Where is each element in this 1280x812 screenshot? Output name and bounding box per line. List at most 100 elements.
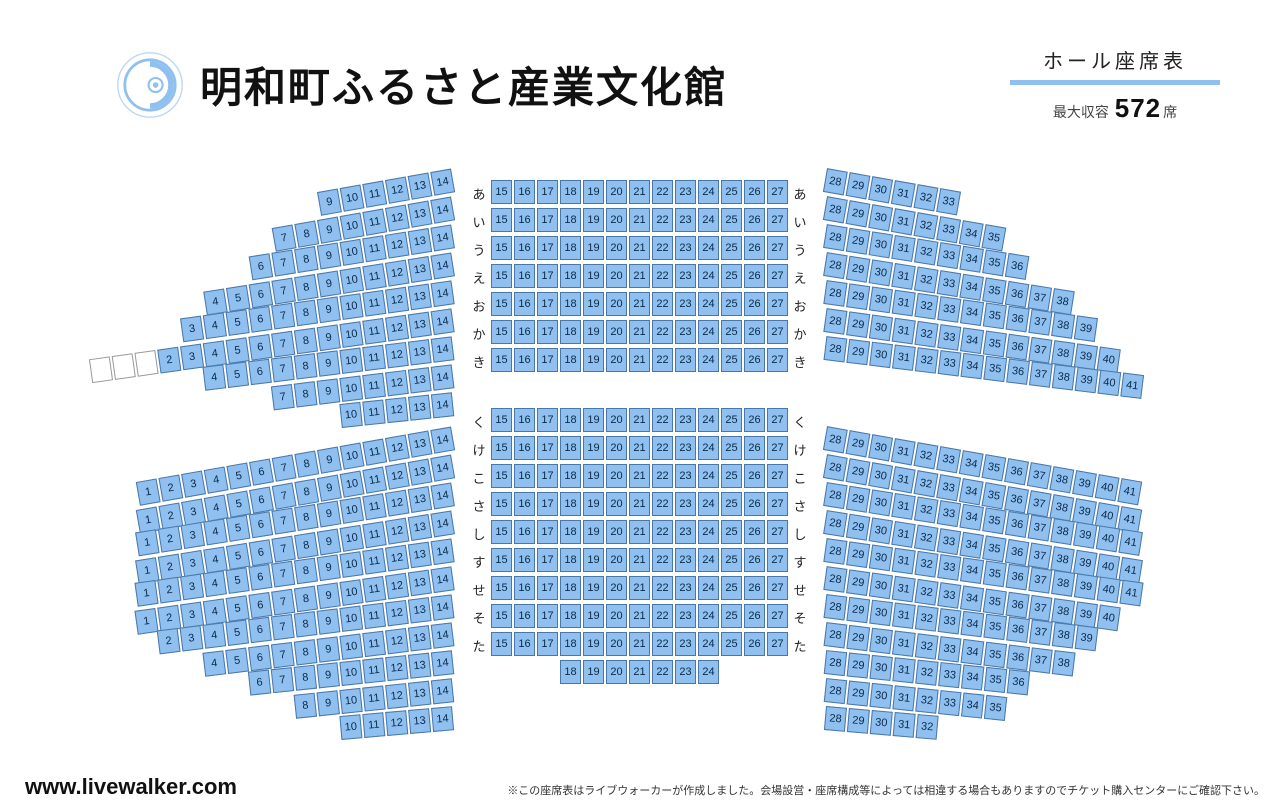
seat: 13 xyxy=(408,173,433,200)
seat: 22 xyxy=(652,520,673,544)
seat: 3 xyxy=(181,522,205,549)
seat: 14 xyxy=(431,594,455,620)
seat: 30 xyxy=(868,176,893,203)
seat: 11 xyxy=(362,685,385,711)
seat: 29 xyxy=(846,172,871,199)
seat: 37 xyxy=(1027,490,1052,517)
seat: 19 xyxy=(583,292,604,316)
seat: 8 xyxy=(294,381,318,407)
seat: 15 xyxy=(491,408,512,432)
seat: 12 xyxy=(385,435,410,462)
seat: 22 xyxy=(652,660,673,684)
seat: 23 xyxy=(675,236,696,260)
seat: 28 xyxy=(823,426,848,453)
seat: 23 xyxy=(675,292,696,316)
row-label: し xyxy=(792,524,808,543)
seat: 23 xyxy=(675,408,696,432)
seat: 16 xyxy=(514,292,535,316)
seat: 9 xyxy=(317,242,341,269)
seat: 37 xyxy=(1028,543,1052,570)
seat: 30 xyxy=(869,259,893,286)
seat: 21 xyxy=(629,604,650,628)
seat: 15 xyxy=(491,576,512,600)
seat: 34 xyxy=(959,220,984,247)
seat: 19 xyxy=(583,604,604,628)
seat: 6 xyxy=(248,334,272,361)
seat: 39 xyxy=(1075,367,1099,393)
seat: 7 xyxy=(272,224,297,251)
seat: 20 xyxy=(606,436,627,460)
seat: 33 xyxy=(937,296,961,323)
seat: 11 xyxy=(362,318,386,345)
seat: 5 xyxy=(226,285,250,312)
seat-blank xyxy=(112,353,136,380)
seat: 17 xyxy=(537,520,558,544)
seat: 30 xyxy=(869,342,893,368)
seat: 28 xyxy=(824,650,847,676)
seat: 15 xyxy=(491,632,512,656)
seat: 31 xyxy=(891,466,916,493)
seat: 5 xyxy=(225,362,249,388)
seat: 20 xyxy=(606,576,627,600)
seat: 13 xyxy=(408,256,432,283)
seat: 5 xyxy=(226,515,250,542)
seat: 12 xyxy=(385,260,409,287)
seat: 20 xyxy=(606,236,627,260)
row-label: さ xyxy=(471,496,487,515)
seat: 12 xyxy=(385,518,409,545)
seat: 7 xyxy=(271,303,295,330)
seat: 34 xyxy=(961,353,985,379)
seat: 21 xyxy=(629,520,650,544)
seat: 31 xyxy=(892,576,916,603)
capacity-suffix: 席 xyxy=(1163,104,1177,120)
seat: 30 xyxy=(869,655,892,681)
seat: 17 xyxy=(537,576,558,600)
seat: 29 xyxy=(846,228,870,255)
seat: 12 xyxy=(385,600,409,626)
seat: 33 xyxy=(937,554,961,581)
seat: 32 xyxy=(914,293,938,320)
seat: 34 xyxy=(959,504,983,531)
seat: 31 xyxy=(891,263,915,290)
seat: 36 xyxy=(1006,306,1030,333)
seat: 18 xyxy=(560,292,581,316)
seat: 7 xyxy=(271,508,295,535)
seat: 8 xyxy=(294,665,317,691)
seat: 13 xyxy=(408,653,431,679)
seat: 24 xyxy=(698,320,719,344)
seat: 9 xyxy=(317,554,341,581)
seat: 32 xyxy=(915,660,938,686)
seat: 40 xyxy=(1097,370,1121,396)
seat: 7 xyxy=(271,589,295,616)
seat: 30 xyxy=(869,600,893,626)
seat: 20 xyxy=(606,408,627,432)
seat: 14 xyxy=(430,455,455,482)
seat: 21 xyxy=(629,576,650,600)
seat: 23 xyxy=(675,264,696,288)
seat: 20 xyxy=(606,520,627,544)
seat: 35 xyxy=(982,249,1006,276)
seat: 31 xyxy=(891,180,916,207)
seat: 31 xyxy=(893,712,916,738)
seat: 12 xyxy=(385,655,408,681)
seat: 8 xyxy=(294,639,318,665)
seat: 9 xyxy=(317,636,341,662)
seat: 32 xyxy=(915,688,938,714)
seat: 9 xyxy=(317,474,342,501)
row-label: せ xyxy=(792,580,808,599)
seat: 17 xyxy=(537,632,558,656)
seat: 34 xyxy=(960,557,984,584)
seat: 29 xyxy=(846,430,871,457)
seat: 27 xyxy=(767,236,788,260)
seat: 41 xyxy=(1119,580,1143,607)
seat: 35 xyxy=(983,331,1007,358)
seat: 34 xyxy=(959,532,983,559)
seat: 25 xyxy=(721,548,742,572)
seat: 33 xyxy=(936,446,961,473)
seat: 41 xyxy=(1117,478,1142,505)
seat: 15 xyxy=(491,292,512,316)
seat: 19 xyxy=(583,520,604,544)
seat: 6 xyxy=(248,359,272,385)
seat: 4 xyxy=(202,650,226,676)
seat: 28 xyxy=(823,280,847,307)
